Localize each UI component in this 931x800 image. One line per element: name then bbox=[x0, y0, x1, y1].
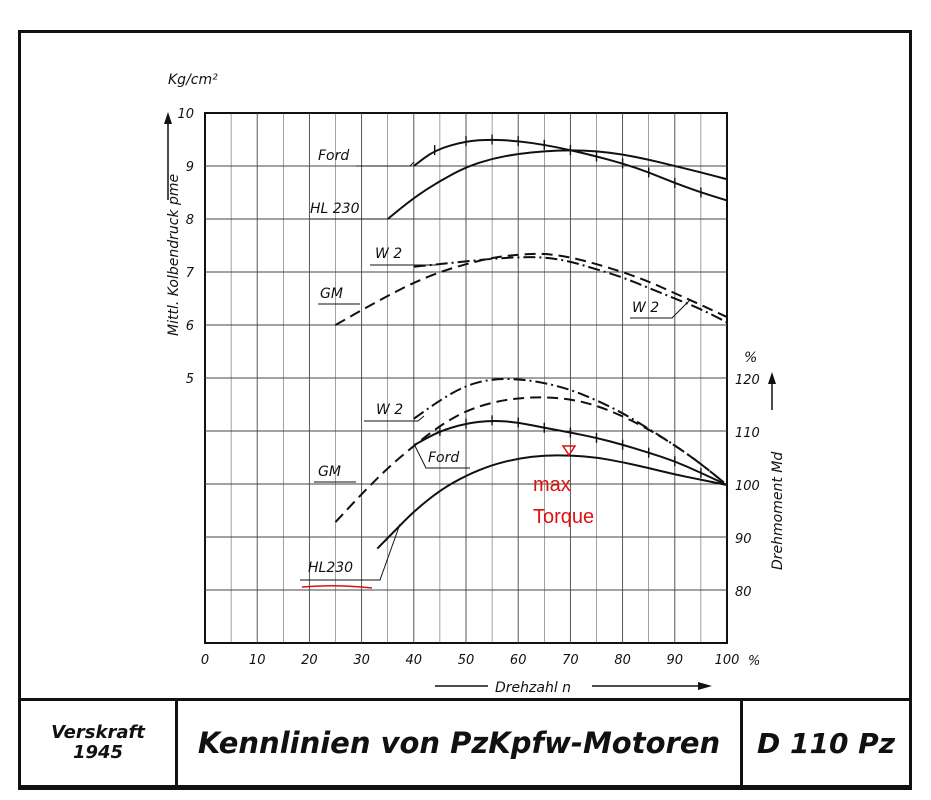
x-axis-unit: % bbox=[748, 654, 760, 669]
x-tick-label: 60 bbox=[510, 653, 527, 668]
label-hl230-top: HL 230 bbox=[310, 201, 360, 217]
label-gm-bottom: GM bbox=[318, 464, 341, 480]
footer-title-text: Kennlinien von PzKpfw-Motoren bbox=[197, 726, 721, 760]
chart-ticks: 0 10 20 30 40 50 60 70 80 90 100 5 6 7 8 9 10 80 90 100 110 1… bbox=[177, 107, 759, 668]
left-axis-arrowhead bbox=[164, 112, 172, 124]
right-tick-label: 80 bbox=[735, 585, 752, 600]
red-underline bbox=[301, 584, 373, 589]
x-tick-label: 80 bbox=[614, 653, 631, 668]
left-tick-label: 6 bbox=[186, 319, 194, 334]
max-torque-marker bbox=[561, 445, 577, 457]
label-w2-right: W 2 bbox=[632, 300, 659, 316]
right-axis-arrowhead bbox=[768, 372, 776, 384]
footer-origin: Verskraft 1945 bbox=[18, 698, 178, 788]
engine-chart: 0 10 20 30 40 50 60 70 80 90 100 5 6 7 8 9 10 80 90 100 110 1… bbox=[164, 72, 786, 696]
x-axis-title: Drehzahl n bbox=[495, 680, 571, 696]
footer-code: D 110 Pz bbox=[740, 698, 912, 788]
footer-origin-line2: 1945 bbox=[72, 742, 124, 763]
right-tick-label: 110 bbox=[735, 426, 760, 441]
series-torque-w2 bbox=[413, 377, 728, 486]
left-tick-label: 7 bbox=[186, 266, 195, 281]
x-tick-label: 0 bbox=[201, 653, 209, 668]
left-tick-label: 5 bbox=[186, 372, 194, 387]
left-tick-label: 8 bbox=[186, 213, 194, 228]
left-tick-label: 9 bbox=[186, 160, 194, 175]
label-ford-top: Ford bbox=[318, 148, 349, 164]
x-axis-arrowhead bbox=[698, 682, 712, 690]
x-tick-label: 40 bbox=[406, 653, 423, 668]
left-tick-label: 10 bbox=[177, 107, 194, 122]
x-tick-label: 20 bbox=[301, 653, 318, 668]
label-gm-top: GM bbox=[320, 286, 343, 302]
right-tick-label: 100 bbox=[735, 479, 760, 494]
annotation-max: max bbox=[533, 474, 571, 496]
left-axis-unit: Kg/cm² bbox=[168, 72, 218, 88]
x-tick-label: 10 bbox=[249, 653, 266, 668]
x-tick-label: 30 bbox=[353, 653, 370, 668]
x-tick-label: 70 bbox=[562, 653, 579, 668]
footer-code-text: D 110 Pz bbox=[756, 726, 895, 760]
series-torque-hl230 bbox=[376, 454, 728, 550]
series-pme-gm bbox=[335, 252, 728, 326]
label-ford-bottom: Ford bbox=[428, 450, 459, 466]
label-w2-top: W 2 bbox=[375, 246, 402, 262]
x-tick-label: 100 bbox=[715, 653, 740, 668]
footer-title: Kennlinien von PzKpfw-Motoren bbox=[175, 698, 743, 788]
sheet-frame bbox=[18, 30, 912, 790]
x-tick-label: 90 bbox=[667, 653, 684, 668]
label-hl230-bottom: HL230 bbox=[308, 560, 353, 576]
left-axis-title: Mittl. Kolbendruck pme bbox=[166, 174, 182, 336]
series-pme-w2 bbox=[413, 256, 728, 324]
chart-curves bbox=[334, 134, 728, 550]
right-axis-unit: % bbox=[744, 350, 757, 366]
annotation-torque: Torque bbox=[533, 506, 594, 528]
x-tick-label: 50 bbox=[458, 653, 475, 668]
series-pme-hl230 bbox=[387, 149, 728, 220]
right-axis-title: Drehmoment Md bbox=[770, 452, 786, 570]
footer-origin-line1: Verskraft bbox=[51, 722, 145, 743]
right-tick-label: 120 bbox=[735, 373, 760, 388]
label-w2-bottom: W 2 bbox=[376, 402, 403, 418]
series-torque-gm bbox=[334, 396, 728, 523]
right-tick-label: 90 bbox=[735, 532, 752, 547]
chart-grid bbox=[204, 112, 728, 644]
